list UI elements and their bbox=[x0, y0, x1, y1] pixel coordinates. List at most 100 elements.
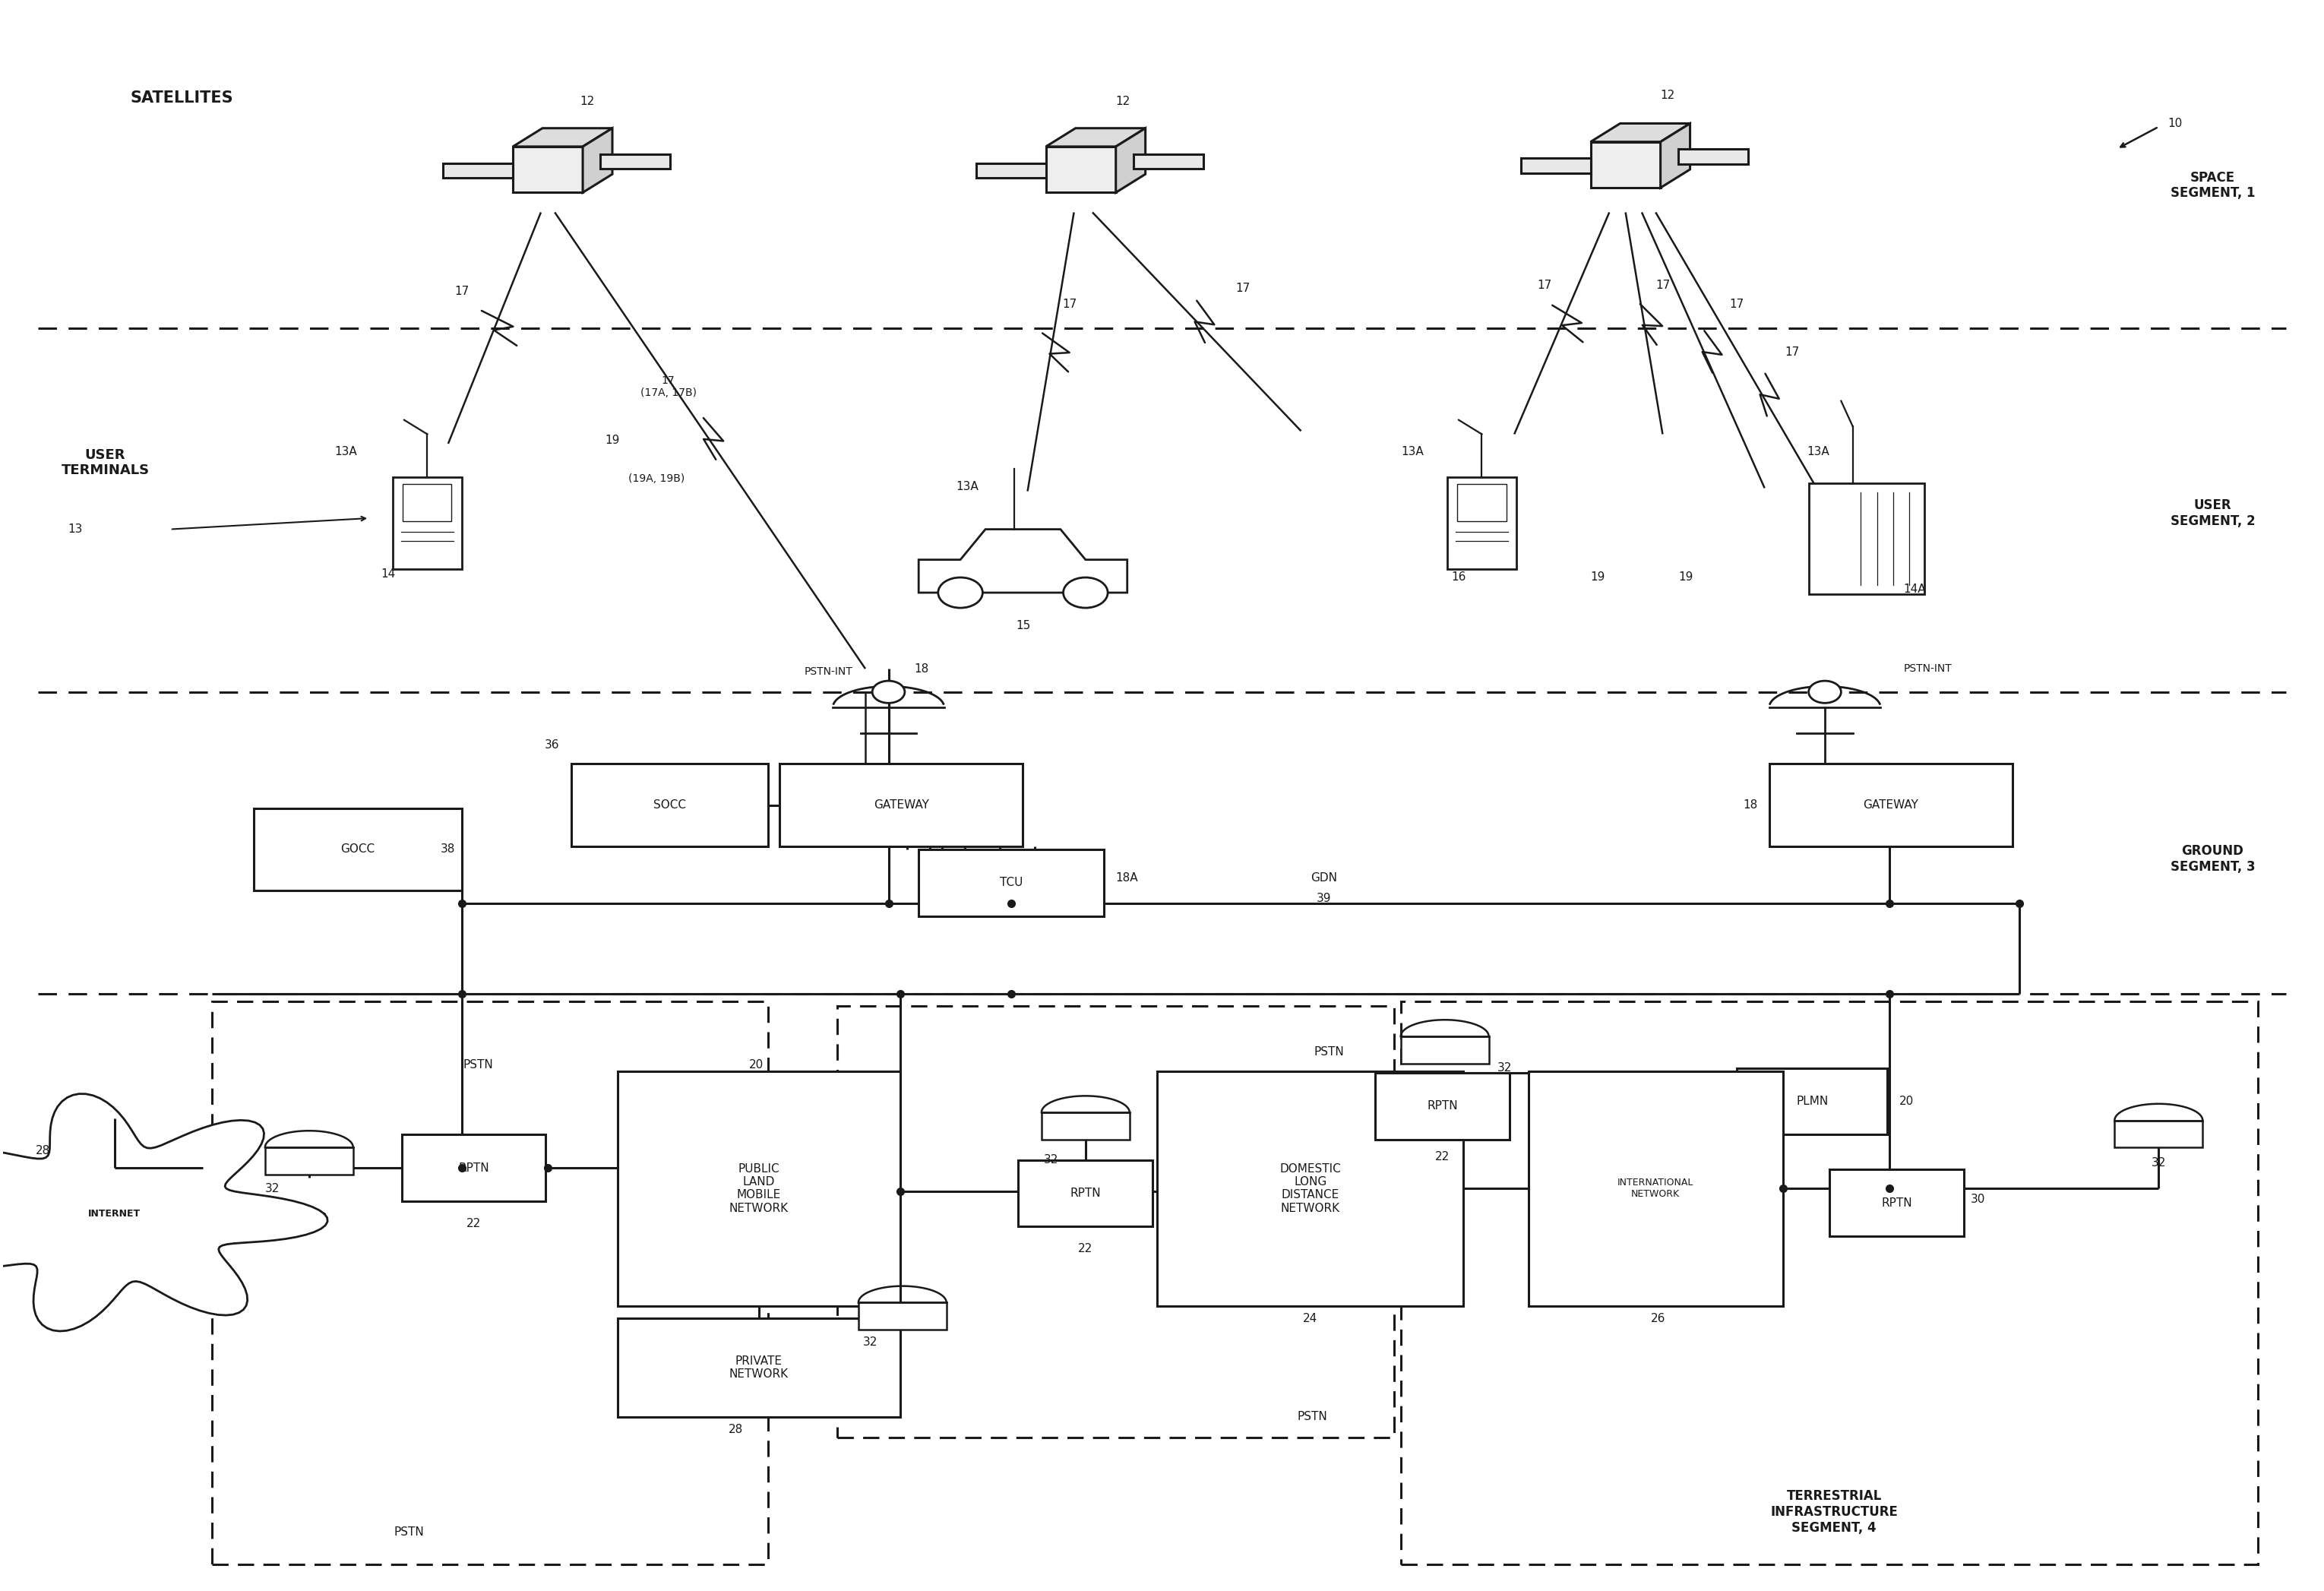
Text: 19: 19 bbox=[1590, 571, 1606, 582]
Polygon shape bbox=[1046, 146, 1116, 193]
Text: PLMN: PLMN bbox=[1796, 1096, 1829, 1107]
Text: INTERNATIONAL
NETWORK: INTERNATIONAL NETWORK bbox=[1618, 1177, 1694, 1200]
Bar bbox=[1457, 484, 1506, 522]
Text: 17: 17 bbox=[1062, 299, 1076, 310]
Text: 28: 28 bbox=[35, 1146, 49, 1157]
Bar bbox=[1018, 1160, 1153, 1227]
Circle shape bbox=[1064, 578, 1109, 608]
Text: 10: 10 bbox=[2168, 118, 2182, 129]
Text: 12: 12 bbox=[1659, 89, 1676, 100]
Text: PRIVATE
NETWORK: PRIVATE NETWORK bbox=[730, 1356, 788, 1379]
Polygon shape bbox=[444, 164, 514, 178]
Polygon shape bbox=[1590, 142, 1659, 188]
Text: 16: 16 bbox=[1450, 571, 1466, 582]
Text: PSTN-INT: PSTN-INT bbox=[804, 667, 853, 678]
Bar bbox=[1041, 1112, 1129, 1139]
Text: 26: 26 bbox=[1650, 1313, 1666, 1324]
Text: 22: 22 bbox=[1436, 1152, 1450, 1163]
Text: (19A, 19B): (19A, 19B) bbox=[627, 473, 686, 484]
Text: PUBLIC
LAND
MOBILE
NETWORK: PUBLIC LAND MOBILE NETWORK bbox=[730, 1163, 788, 1214]
Text: SPACE
SEGMENT, 1: SPACE SEGMENT, 1 bbox=[2171, 170, 2254, 200]
Polygon shape bbox=[1590, 124, 1690, 142]
Bar bbox=[1157, 1071, 1464, 1306]
Bar bbox=[1401, 1001, 2259, 1564]
Text: GDN: GDN bbox=[1311, 872, 1339, 883]
Text: GROUND
SEGMENT, 3: GROUND SEGMENT, 3 bbox=[2171, 845, 2254, 873]
Text: PSTN-INT: PSTN-INT bbox=[1903, 663, 1952, 675]
Bar bbox=[618, 1319, 899, 1416]
Text: USER
SEGMENT, 2: USER SEGMENT, 2 bbox=[2171, 498, 2254, 528]
Bar bbox=[1808, 484, 1924, 595]
Text: 13A: 13A bbox=[1401, 445, 1425, 457]
Text: 15: 15 bbox=[1016, 620, 1030, 632]
Bar bbox=[1401, 1036, 1490, 1063]
Bar bbox=[1769, 764, 2013, 846]
Text: TERRESTRIAL
INFRASTRUCTURE
SEGMENT, 4: TERRESTRIAL INFRASTRUCTURE SEGMENT, 4 bbox=[1771, 1489, 1899, 1534]
Bar bbox=[618, 1071, 899, 1306]
Text: 17: 17 bbox=[1729, 299, 1743, 310]
Polygon shape bbox=[976, 164, 1046, 178]
Bar bbox=[1376, 1072, 1511, 1139]
Polygon shape bbox=[1046, 129, 1146, 146]
Text: 13A: 13A bbox=[1806, 445, 1829, 457]
Text: 17: 17 bbox=[1785, 347, 1799, 358]
Bar bbox=[1736, 1068, 1887, 1134]
Text: 36: 36 bbox=[544, 740, 560, 751]
Text: PSTN: PSTN bbox=[462, 1060, 493, 1071]
Text: 32: 32 bbox=[1043, 1155, 1057, 1166]
Polygon shape bbox=[0, 1095, 328, 1332]
Text: 12: 12 bbox=[581, 95, 595, 107]
Text: 17: 17 bbox=[456, 286, 469, 298]
Bar bbox=[402, 1134, 546, 1201]
Text: 17
(17A, 17B): 17 (17A, 17B) bbox=[639, 375, 697, 398]
Text: SOCC: SOCC bbox=[653, 799, 686, 811]
Circle shape bbox=[939, 578, 983, 608]
Circle shape bbox=[872, 681, 904, 703]
Text: 13A: 13A bbox=[335, 445, 358, 457]
Text: 39: 39 bbox=[1318, 893, 1332, 904]
Text: 22: 22 bbox=[467, 1217, 481, 1230]
Text: RPTN: RPTN bbox=[1880, 1196, 1913, 1209]
Polygon shape bbox=[1520, 159, 1590, 173]
Text: 20: 20 bbox=[748, 1060, 765, 1071]
Bar bbox=[858, 1303, 946, 1330]
Text: 17: 17 bbox=[1655, 280, 1671, 291]
Text: 30: 30 bbox=[1971, 1193, 1985, 1206]
Text: GOCC: GOCC bbox=[342, 843, 374, 854]
Polygon shape bbox=[514, 129, 611, 146]
Text: 32: 32 bbox=[2152, 1157, 2166, 1169]
Text: PSTN: PSTN bbox=[1297, 1411, 1327, 1422]
Text: PSTN: PSTN bbox=[393, 1527, 423, 1538]
Text: 19: 19 bbox=[604, 434, 621, 445]
Polygon shape bbox=[600, 154, 669, 169]
Text: 14A: 14A bbox=[1903, 584, 1927, 595]
Bar bbox=[1829, 1169, 1964, 1236]
Bar bbox=[253, 808, 462, 891]
Text: GATEWAY: GATEWAY bbox=[1864, 799, 1920, 811]
Circle shape bbox=[1808, 681, 1841, 703]
Text: 19: 19 bbox=[1678, 571, 1694, 582]
Text: 24: 24 bbox=[1304, 1313, 1318, 1324]
Text: SATELLITES: SATELLITES bbox=[130, 91, 235, 107]
Text: 18: 18 bbox=[913, 663, 930, 675]
Text: 28: 28 bbox=[727, 1424, 744, 1435]
Text: 32: 32 bbox=[862, 1336, 878, 1348]
Text: TCU: TCU bbox=[999, 877, 1023, 888]
Text: 12: 12 bbox=[1116, 95, 1129, 107]
Bar bbox=[837, 1006, 1394, 1437]
Text: 32: 32 bbox=[265, 1182, 279, 1195]
Bar bbox=[1448, 477, 1518, 570]
Text: 38: 38 bbox=[439, 843, 456, 854]
Polygon shape bbox=[1134, 154, 1204, 169]
Text: DOMESTIC
LONG
DISTANCE
NETWORK: DOMESTIC LONG DISTANCE NETWORK bbox=[1281, 1163, 1341, 1214]
Bar bbox=[265, 1147, 353, 1174]
Text: 32: 32 bbox=[1497, 1063, 1513, 1074]
Bar bbox=[779, 764, 1023, 846]
Text: RPTN: RPTN bbox=[458, 1161, 488, 1174]
Text: INTERNET: INTERNET bbox=[88, 1209, 142, 1219]
Bar bbox=[572, 764, 767, 846]
Bar bbox=[402, 484, 451, 522]
Polygon shape bbox=[583, 129, 611, 193]
Bar bbox=[2115, 1120, 2203, 1147]
Polygon shape bbox=[1678, 150, 1748, 164]
